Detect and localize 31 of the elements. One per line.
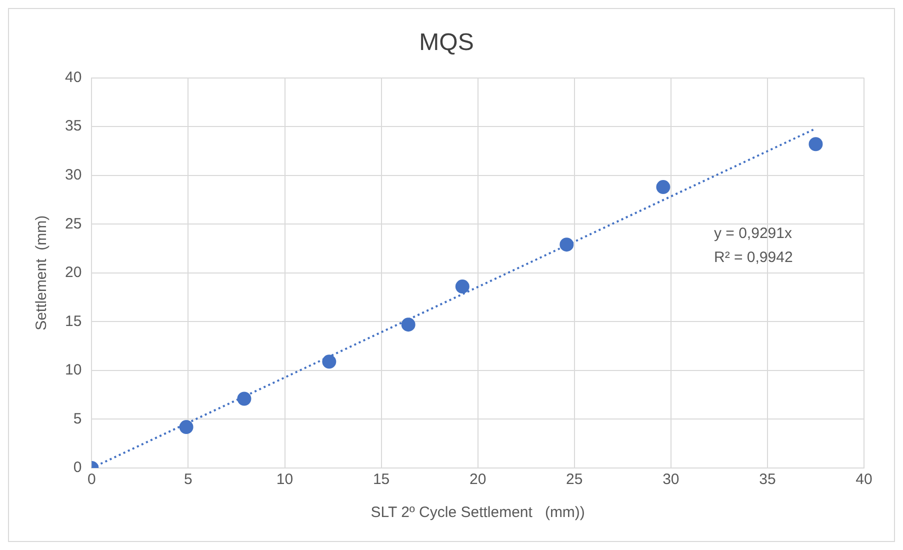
chart-title: MQS: [419, 29, 474, 56]
y-tick-label: 0: [73, 459, 82, 476]
point: [455, 280, 470, 294]
point: [179, 420, 194, 434]
point: [401, 318, 416, 332]
x-tick-label: 25: [566, 471, 583, 488]
y-tick-label: 10: [64, 362, 82, 379]
point: [656, 180, 670, 194]
y-tick-label: 15: [64, 312, 82, 330]
annotation: y = 0,9291x: [714, 225, 792, 242]
x-tick-label: 0: [88, 471, 96, 488]
x-axis-title: SLT 2º Cycle Settlement (mm)): [370, 504, 585, 522]
point: [808, 137, 823, 152]
y-axis-title: Settlement (mm): [33, 215, 50, 330]
y-tick-label: 30: [64, 166, 82, 184]
y-tick-label: 35: [64, 118, 82, 135]
x-tick-label: 5: [184, 471, 192, 488]
y-tick-label: 40: [64, 68, 82, 86]
y-tick-label: 25: [64, 215, 82, 232]
x-tick-label: 20: [470, 471, 486, 488]
annotation: R² = 0,9942: [714, 249, 793, 266]
point: [560, 238, 574, 252]
x-tick-label: 15: [372, 471, 390, 488]
point: [237, 392, 252, 406]
point: [322, 354, 336, 369]
y-tick-label: 20: [64, 264, 82, 282]
x-tick-label: 30: [662, 471, 680, 488]
x-tick-label: 10: [276, 471, 294, 488]
x-tick-label: 40: [856, 471, 872, 488]
y-tick-label: 5: [73, 410, 82, 428]
x-tick-label: 35: [759, 471, 776, 488]
